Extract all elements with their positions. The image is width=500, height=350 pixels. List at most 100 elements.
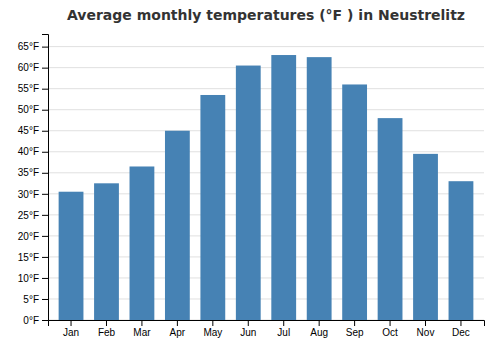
y-tick-mark [42, 173, 48, 174]
x-tick-label: Jul [277, 327, 290, 338]
bar [59, 192, 84, 320]
y-tick: 50°F [18, 104, 48, 115]
y-tick-label: 65°F [18, 41, 39, 52]
bar [165, 131, 190, 320]
y-tick-mark [42, 299, 48, 300]
bar [94, 183, 119, 320]
y-tick-label: 60°F [18, 62, 39, 73]
y-tick: 35°F [18, 167, 48, 178]
y-axis: 0°F 5°F 10°F 15°F 20°F 25°F 30°F 35°F 40°F 45°F 50… [18, 35, 49, 326]
bar [307, 57, 332, 320]
grid-line [48, 88, 484, 89]
y-tick-mark [42, 194, 48, 195]
y-tick-mark [42, 68, 48, 69]
x-tick: Jul [277, 320, 290, 338]
y-tick-label: 35°F [18, 167, 39, 178]
y-tick-mark [42, 131, 48, 132]
x-tick-label: Jun [240, 327, 256, 338]
x-tick-mark [319, 320, 320, 326]
x-tick: Dec [452, 320, 470, 338]
x-tick: Aug [310, 320, 328, 338]
x-tick-mark [390, 320, 391, 326]
x-tick-mark [177, 320, 178, 326]
y-tick-mark [42, 278, 48, 279]
bar [200, 95, 225, 320]
y-tick-mark [42, 215, 48, 216]
y-tick-label: 15°F [18, 252, 39, 263]
y-tick-mark [42, 47, 48, 48]
y-tick: 60°F [18, 62, 48, 73]
grid-line [48, 151, 484, 152]
grid [48, 47, 484, 320]
y-tick-label: 10°F [18, 273, 39, 284]
x-tick-mark [71, 320, 72, 326]
x-tick: Feb [98, 320, 116, 338]
y-tick-label: 50°F [18, 104, 39, 115]
y-tick: 20°F [18, 231, 48, 242]
x-tick-mark [283, 320, 284, 326]
x-tick: Sep [346, 320, 364, 338]
chart: 0°F 5°F 10°F 15°F 20°F 25°F 30°F 35°F 40°F 45°F 50… [0, 0, 500, 350]
y-tick-mark [42, 236, 48, 237]
y-tick: 25°F [18, 210, 48, 221]
x-tick: Oct [382, 320, 398, 338]
x-tick-label: Oct [382, 327, 398, 338]
x-tick: May [203, 320, 222, 338]
bar [271, 55, 296, 320]
grid-line [48, 109, 484, 110]
bars [59, 55, 474, 320]
x-tick-mark [141, 320, 142, 326]
y-tick: 15°F [18, 252, 48, 263]
y-tick: 5°F [23, 294, 48, 305]
bar [449, 181, 474, 320]
x-tick-mark [212, 320, 213, 326]
y-tick-label: 5°F [23, 294, 39, 305]
y-tick-label: 30°F [18, 189, 39, 200]
x-tick-label: Sep [346, 327, 364, 338]
x-tick-label: Mar [133, 327, 151, 338]
x-tick-mark [354, 320, 355, 326]
x-tick-mark [425, 320, 426, 326]
x-tick-label: Feb [98, 327, 116, 338]
bar [413, 154, 438, 320]
plot: 0°F 5°F 10°F 15°F 20°F 25°F 30°F 35°F 40°F 45°F 50… [18, 35, 485, 339]
bar [342, 84, 367, 320]
grid-line [48, 130, 484, 131]
y-tick-label: 45°F [18, 125, 39, 136]
x-tick-label: Jan [63, 327, 79, 338]
y-tick-label: 40°F [18, 146, 39, 157]
x-tick-label: Nov [417, 327, 435, 338]
y-tick-mark [42, 320, 48, 321]
x-tick-mark [106, 320, 107, 326]
grid-line [48, 67, 484, 68]
x-axis: Jan Feb Mar Apr May Jun Jul Aug Sep Oct Nov Dec [49, 320, 485, 338]
x-tick-label: Apr [170, 327, 186, 338]
y-tick-label: 55°F [18, 83, 39, 94]
y-tick: 55°F [18, 83, 48, 94]
x-axis-line [49, 321, 485, 327]
y-axis-line [42, 35, 49, 321]
y-tick-label: 20°F [18, 231, 39, 242]
y-tick: 40°F [18, 146, 48, 157]
x-tick: Nov [417, 320, 435, 338]
y-tick: 0°F [23, 315, 48, 326]
y-tick: 10°F [18, 273, 48, 284]
x-tick: Apr [170, 320, 186, 338]
y-tick-label: 0°F [23, 315, 39, 326]
y-tick-mark [42, 110, 48, 111]
x-tick-mark [460, 320, 461, 326]
x-tick-label: Dec [452, 327, 470, 338]
y-tick: 45°F [18, 125, 48, 136]
x-tick: Jan [63, 320, 79, 338]
x-tick: Mar [133, 320, 151, 338]
y-tick-mark [42, 257, 48, 258]
bar [378, 118, 403, 320]
x-tick: Jun [240, 320, 256, 338]
y-tick-label: 25°F [18, 210, 39, 221]
x-tick-label: Aug [310, 327, 328, 338]
y-tick: 65°F [18, 41, 48, 52]
x-tick-label: May [203, 327, 222, 338]
x-tick-mark [248, 320, 249, 326]
title: Average monthly temperatures (°F ) in Ne… [67, 7, 465, 23]
bar [236, 66, 261, 320]
